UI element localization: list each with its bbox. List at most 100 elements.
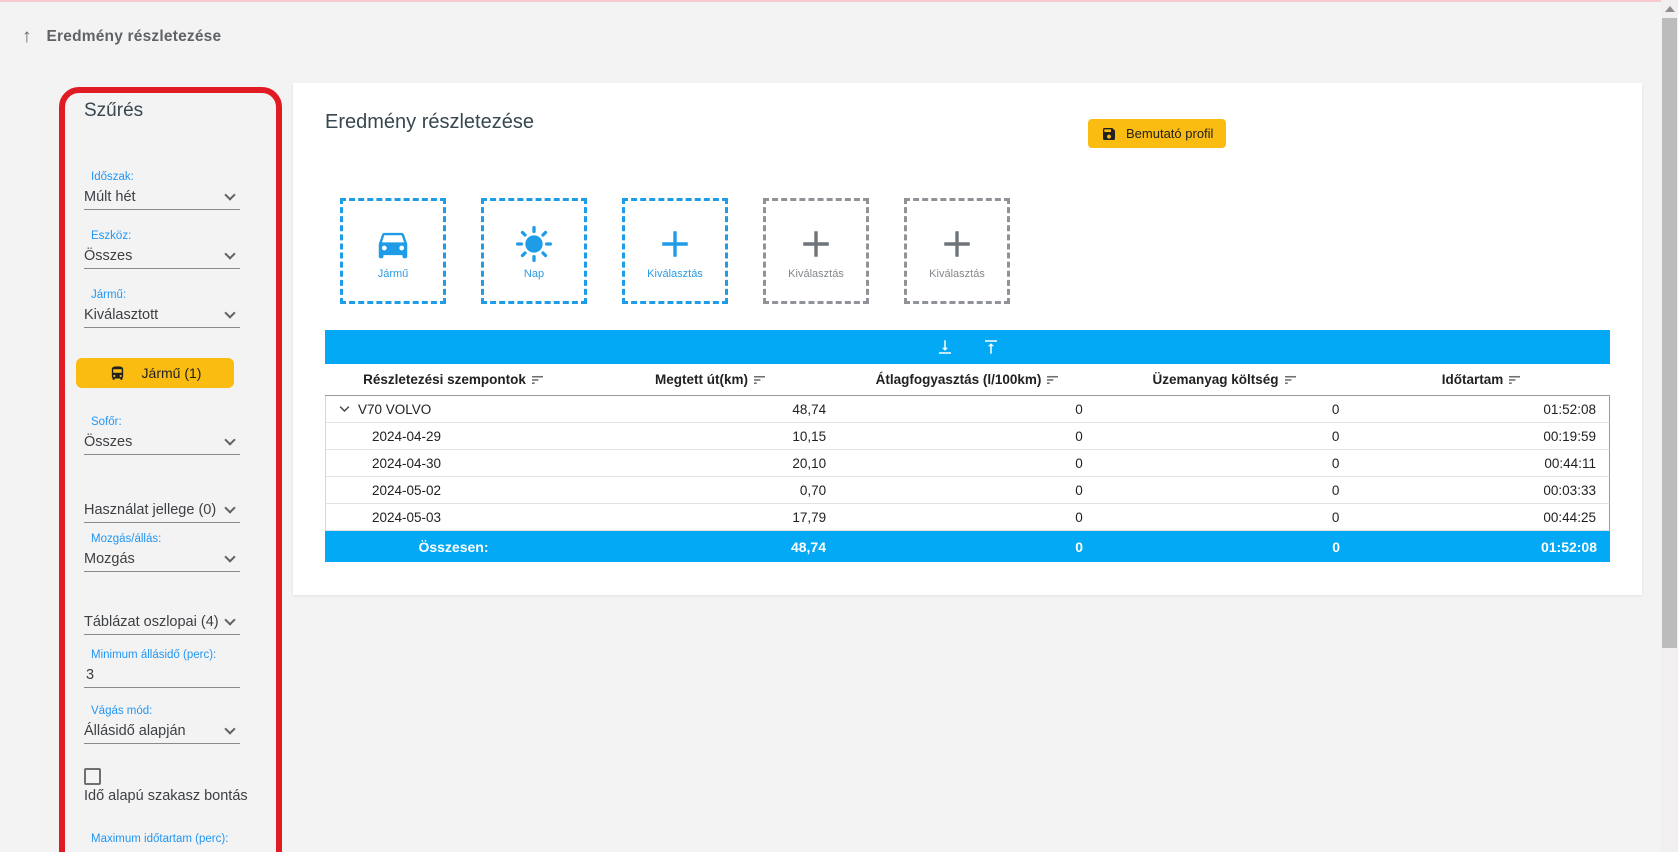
filter-period: Időszak: Múlt hét xyxy=(84,170,240,210)
row-consumption: 0 xyxy=(1075,455,1083,471)
table-total-row: Összesen: 48,74 0 0 01:52:08 xyxy=(325,531,1610,562)
expand-more-icon[interactable] xyxy=(339,405,350,413)
column-header-details[interactable]: Részletezési szempontok xyxy=(325,372,582,387)
row-duration: 00:03:33 xyxy=(1543,482,1596,498)
filter-period-value: Múlt hét xyxy=(84,189,136,205)
filter-period-label: Időszak: xyxy=(91,171,134,183)
table-toolbar xyxy=(325,330,1610,364)
sort-icon xyxy=(1284,375,1296,384)
table-row-day[interactable]: 2024-05-03 17,79 0 0 00:44:25 xyxy=(325,504,1610,531)
chevron-down-icon xyxy=(224,248,236,260)
filter-table-columns: Táblázat oszlopai (4) xyxy=(84,612,240,635)
table-row-day[interactable]: 2024-05-02 0,70 0 0 00:03:33 xyxy=(325,477,1610,504)
column-header-consumption[interactable]: Átlagfogyasztás (l/100km) xyxy=(839,372,1096,387)
sidebar-title: Szűrés xyxy=(84,100,144,121)
filter-cut-mode-value: Állásidő alapján xyxy=(84,723,186,739)
scroll-up-arrow-icon[interactable]: ↑ xyxy=(22,26,32,47)
row-duration: 01:52:08 xyxy=(1543,401,1596,417)
expand-all-button[interactable] xyxy=(936,338,954,356)
column-header-duration[interactable]: Időtartam xyxy=(1353,372,1610,387)
filter-motion-select[interactable]: Mozgás xyxy=(84,549,240,572)
row-name: V70 VOLVO xyxy=(358,401,432,417)
time-split-checkbox[interactable] xyxy=(84,768,101,785)
filter-period-select[interactable]: Múlt hét xyxy=(84,187,240,210)
total-duration: 01:52:08 xyxy=(1540,538,1597,555)
row-distance: 17,79 xyxy=(792,509,827,525)
time-split-checkbox-label: Idő alapú szakasz bontás xyxy=(84,788,248,804)
table-header-row: Részletezési szempontok Megtett út(km) Á… xyxy=(325,364,1610,396)
page-title: Eredmény részletezése xyxy=(46,27,222,45)
panel-title: Eredmény részletezése xyxy=(325,111,534,133)
scrollbar-up-arrow-icon[interactable] xyxy=(1665,6,1675,12)
column-header-fuel-cost[interactable]: Üzemanyag költség xyxy=(1096,372,1353,387)
table-row-vehicle-group[interactable]: V70 VOLVO 48,74 0 0 01:52:08 xyxy=(325,396,1610,423)
chevron-down-icon xyxy=(224,434,236,446)
table-row-day[interactable]: 2024-04-29 10,15 0 0 00:19:59 xyxy=(325,423,1610,450)
filter-usage-type-select[interactable]: Használat jellege (0) xyxy=(84,500,240,523)
row-fuel-cost: 0 xyxy=(1331,455,1340,471)
vertical-scrollbar[interactable] xyxy=(1661,0,1678,852)
filter-driver-label: Sofőr: xyxy=(91,416,122,428)
chevron-down-icon xyxy=(224,189,236,201)
row-fuel-cost: 0 xyxy=(1331,482,1340,498)
chevron-down-icon xyxy=(224,723,236,735)
selection-box-vehicle[interactable]: Jármű xyxy=(340,198,446,304)
filter-sidebar: Szűrés Időszak: Múlt hét Eszköz: Összes … xyxy=(76,100,248,852)
scrollbar-thumb[interactable] xyxy=(1662,18,1677,648)
results-table: Részletezési szempontok Megtett út(km) Á… xyxy=(325,330,1610,562)
vertical-align-bottom-icon xyxy=(938,340,951,354)
total-consumption: 0 xyxy=(1075,538,1083,555)
filter-device-select[interactable]: Összes xyxy=(84,246,240,269)
filter-driver-select[interactable]: Összes xyxy=(84,432,240,455)
selection-box-label: Kiválasztás xyxy=(929,268,985,280)
chevron-down-icon xyxy=(224,614,236,626)
filter-vehicle-label: Jármű: xyxy=(91,289,127,301)
filter-device: Eszköz: Összes xyxy=(84,229,240,269)
demo-profile-button-label: Bemutató profil xyxy=(1126,126,1214,141)
filter-driver: Sofőr: Összes xyxy=(84,415,240,455)
collapse-all-button[interactable] xyxy=(982,338,1000,356)
row-distance: 48,74 xyxy=(792,401,827,417)
selection-box-label: Jármű xyxy=(377,268,409,280)
total-fuel-cost: 0 xyxy=(1332,538,1340,555)
selection-box-day[interactable]: Nap xyxy=(481,198,587,304)
vertical-align-top-icon xyxy=(984,340,997,354)
time-split-option: Idő alapú szakasz bontás xyxy=(84,768,248,804)
table-row-day[interactable]: 2024-04-30 20,10 0 0 00:44:11 xyxy=(325,450,1610,477)
demo-profile-button[interactable]: Bemutató profil xyxy=(1088,119,1227,148)
column-header-distance[interactable]: Megtett út(km) xyxy=(582,372,839,387)
selection-box-add-2[interactable]: Kiválasztás xyxy=(763,198,869,304)
row-distance: 10,15 xyxy=(792,428,827,444)
selection-box-label: Kiválasztás xyxy=(647,268,703,280)
filter-min-idle-input[interactable]: 3 xyxy=(84,665,240,688)
selection-box-add-1[interactable]: Kiválasztás xyxy=(622,198,728,304)
chevron-down-icon xyxy=(224,502,236,514)
filter-vehicle: Jármű: Kiválasztott xyxy=(84,288,240,328)
vehicle-select-button-label: Jármű (1) xyxy=(141,365,202,381)
filter-min-idle: Minimum állásidő (perc): 3 xyxy=(84,648,240,688)
row-name: 2024-04-30 xyxy=(372,455,442,471)
vehicle-select-button[interactable]: Jármű (1) xyxy=(76,358,234,388)
row-distance: 20,10 xyxy=(792,455,827,471)
filter-cut-mode-select[interactable]: Állásidő alapján xyxy=(84,721,240,744)
filter-max-duration-label: Maximum időtartam (perc): xyxy=(91,833,229,845)
filter-device-value: Összes xyxy=(84,248,133,264)
filter-cut-mode: Vágás mód: Állásidő alapján xyxy=(84,704,240,744)
row-duration: 00:44:25 xyxy=(1543,509,1596,525)
filter-table-columns-select[interactable]: Táblázat oszlopai (4) xyxy=(84,612,240,635)
filter-min-idle-label: Minimum állásidő (perc): xyxy=(91,649,217,661)
row-name: 2024-05-02 xyxy=(372,482,442,498)
filter-cut-mode-label: Vágás mód: xyxy=(91,705,153,717)
filter-device-label: Eszköz: xyxy=(91,230,132,242)
filter-driver-value: Összes xyxy=(84,434,133,450)
top-divider xyxy=(0,0,1678,2)
row-consumption: 0 xyxy=(1075,401,1083,417)
filter-vehicle-select[interactable]: Kiválasztott xyxy=(84,305,240,328)
row-consumption: 0 xyxy=(1075,509,1083,525)
selection-box-add-3[interactable]: Kiválasztás xyxy=(904,198,1010,304)
bus-icon xyxy=(111,365,123,380)
row-consumption: 0 xyxy=(1075,482,1083,498)
sort-icon xyxy=(1047,375,1059,384)
row-duration: 00:19:59 xyxy=(1543,428,1596,444)
